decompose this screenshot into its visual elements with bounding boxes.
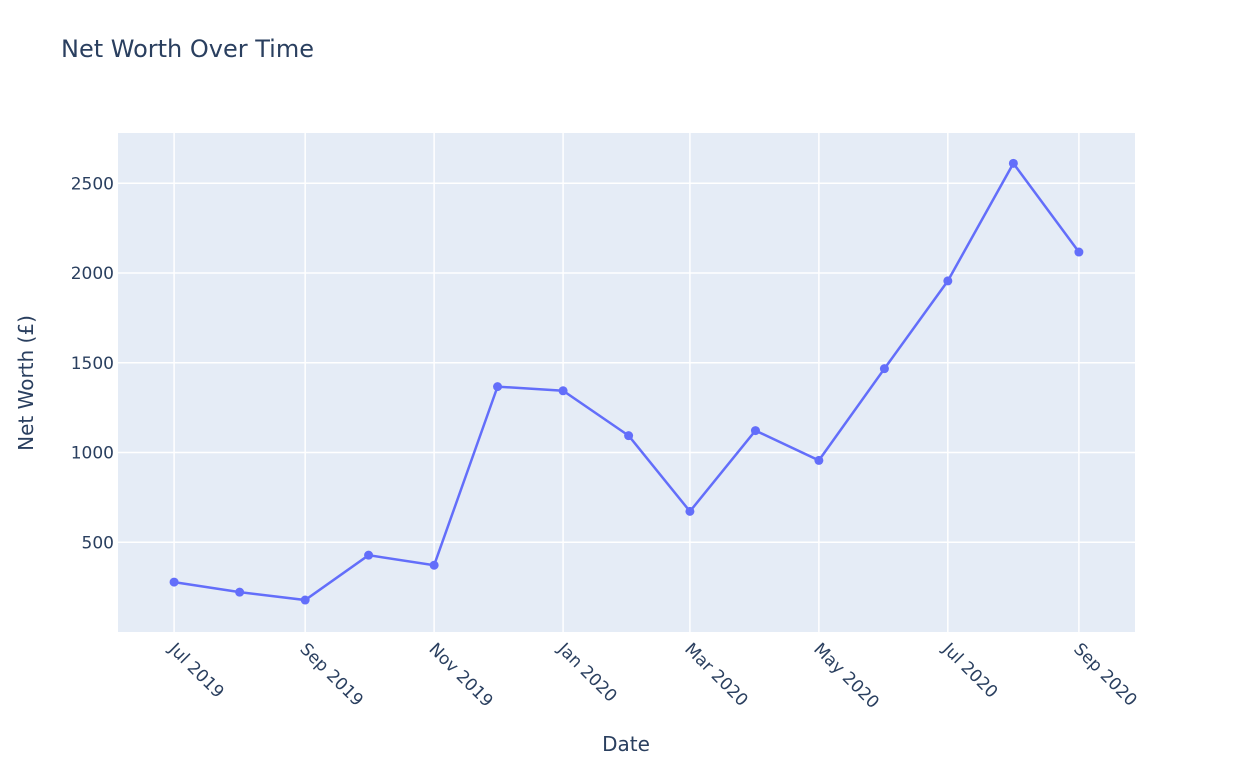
x-tick-label: Jul 2020 bbox=[938, 639, 1002, 703]
data-point bbox=[943, 276, 953, 286]
data-point bbox=[750, 426, 760, 436]
x-axis-label: Date bbox=[602, 732, 650, 756]
x-tick-label: Nov 2019 bbox=[425, 639, 497, 711]
y-tick-label: 500 bbox=[82, 533, 114, 553]
y-tick-label: 2500 bbox=[71, 174, 114, 194]
data-point bbox=[814, 455, 824, 465]
data-point bbox=[493, 382, 503, 392]
x-tick-label: Jan 2020 bbox=[553, 639, 621, 707]
data-point bbox=[685, 506, 695, 516]
data-point bbox=[235, 587, 245, 597]
chart-title: Net Worth Over Time bbox=[61, 35, 314, 63]
y-tick-label: 1500 bbox=[71, 354, 114, 374]
x-tick-label: Sep 2020 bbox=[1069, 639, 1140, 710]
y-tick-label: 1000 bbox=[71, 444, 114, 464]
x-tick-label: Mar 2020 bbox=[680, 639, 751, 710]
y-tick-label: 2000 bbox=[71, 264, 114, 284]
x-tick-label: Jul 2019 bbox=[164, 639, 228, 703]
data-point bbox=[558, 386, 568, 396]
data-point bbox=[300, 595, 310, 605]
plot-area bbox=[118, 133, 1135, 632]
data-point bbox=[879, 364, 889, 374]
y-axis-label: Net Worth (£) bbox=[14, 315, 38, 451]
x-tick-label: May 2020 bbox=[809, 639, 882, 712]
data-point bbox=[429, 560, 439, 570]
data-point bbox=[624, 431, 634, 441]
x-tick-label: Sep 2019 bbox=[296, 639, 367, 710]
data-point bbox=[1074, 247, 1084, 257]
data-point bbox=[1008, 158, 1018, 168]
data-point bbox=[364, 550, 374, 560]
data-point bbox=[169, 577, 179, 587]
